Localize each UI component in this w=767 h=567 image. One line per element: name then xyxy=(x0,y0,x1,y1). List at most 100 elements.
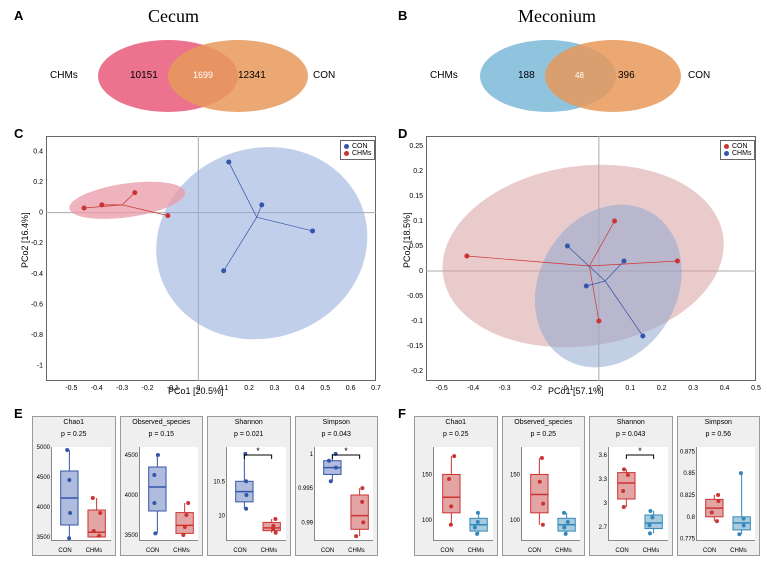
svg-text:150: 150 xyxy=(509,472,520,478)
pcoa-d-svg: -0.5-0.4-0.3-0.2-0.100.10.20.30.40.5-0.2… xyxy=(426,136,756,381)
svg-text:*: * xyxy=(256,446,260,456)
svg-text:0.2: 0.2 xyxy=(244,385,254,392)
svg-text:3.6: 3.6 xyxy=(599,453,608,459)
box-group-label: CON xyxy=(233,548,246,554)
box-group-label: CHMs xyxy=(643,548,660,554)
svg-text:0.5: 0.5 xyxy=(751,385,761,392)
svg-text:-0.2: -0.2 xyxy=(142,385,154,392)
box-pvalue: p = 0.25 xyxy=(33,431,115,438)
svg-text:-0.6: -0.6 xyxy=(31,301,43,308)
panel-a-label: A xyxy=(14,8,23,23)
svg-text:4500: 4500 xyxy=(124,453,138,459)
boxplot: Chao1p = 0.25100150CONCHMs xyxy=(414,416,498,556)
box-group-label: CON xyxy=(146,548,159,554)
svg-text:-0.3: -0.3 xyxy=(499,385,511,392)
svg-text:10: 10 xyxy=(218,514,225,520)
svg-text:0.4: 0.4 xyxy=(33,148,43,155)
svg-text:-0.4: -0.4 xyxy=(467,385,479,392)
boxplot: Shannonp = 0.0211010.5*CONCHMs xyxy=(207,416,291,556)
svg-text:0.3: 0.3 xyxy=(270,385,280,392)
venn-b-right-label: CON xyxy=(688,70,710,81)
box-title: Simpson xyxy=(678,419,760,426)
svg-text:-0.2: -0.2 xyxy=(530,385,542,392)
svg-text:0.4: 0.4 xyxy=(295,385,305,392)
panel-a-title: Cecum xyxy=(148,6,199,27)
pcoa-c-legend: CON CHMs xyxy=(340,140,375,160)
svg-text:5000: 5000 xyxy=(37,445,51,451)
panel-d-label: D xyxy=(398,126,407,141)
svg-text:100: 100 xyxy=(422,518,433,524)
svg-text:0.2: 0.2 xyxy=(413,168,423,175)
venn-a-left-label: CHMs xyxy=(50,70,78,81)
panel-b-title: Meconium xyxy=(518,6,596,27)
boxplots-e: Chao1 p = 0.25 3500 4000 4500 5000 CON CHMs Obse… xyxy=(32,416,378,556)
box-group-label: CHMs xyxy=(261,548,278,554)
svg-text:0: 0 xyxy=(419,268,423,275)
box-group-label: CHMs xyxy=(468,548,485,554)
box-group-label: CON xyxy=(528,548,541,554)
svg-text:0.2: 0.2 xyxy=(33,179,43,186)
legend-label: CHMs xyxy=(352,150,371,157)
boxplot: Chao1p = 0.253500400045005000CONCHMs xyxy=(32,416,116,556)
venn-b-left-count: 188 xyxy=(518,70,535,81)
boxplot: Simpsonp = 0.560.7750.80.8250.850.875CON… xyxy=(677,416,761,556)
boxplot: Observed_speciesp = 0.15350040004500CONC… xyxy=(120,416,204,556)
svg-text:4000: 4000 xyxy=(37,505,51,511)
svg-text:0.25: 0.25 xyxy=(409,143,423,150)
svg-text:-0.15: -0.15 xyxy=(407,343,423,350)
svg-text:-0.1: -0.1 xyxy=(411,318,423,325)
box-group-label: CON xyxy=(703,548,716,554)
box-title: Shannon xyxy=(590,419,672,426)
legend-label: CHMs xyxy=(732,150,751,157)
svg-text:0: 0 xyxy=(39,210,43,217)
svg-text:*: * xyxy=(638,446,642,456)
pcoa-c-ylabel: PCo2 [16.4%] xyxy=(20,212,30,268)
pcoa-c-xlabel: PCo1 [20.5%] xyxy=(168,386,224,396)
svg-text:4000: 4000 xyxy=(124,493,138,499)
svg-text:-1: -1 xyxy=(37,363,43,370)
box-group-label: CHMs xyxy=(730,548,747,554)
pcoa-d-ylabel: PCo2 [18.5%] xyxy=(402,212,412,268)
venn-a-overlap: 1699 xyxy=(193,70,213,80)
svg-text:0.775: 0.775 xyxy=(679,537,695,543)
svg-text:0.995: 0.995 xyxy=(297,486,313,492)
svg-text:0.825: 0.825 xyxy=(679,493,695,499)
svg-text:-0.05: -0.05 xyxy=(407,293,423,300)
svg-text:0.875: 0.875 xyxy=(679,449,695,455)
boxplot: Simpsonp = 0.0430.990.9951*CONCHMs xyxy=(295,416,379,556)
svg-text:3500: 3500 xyxy=(37,535,51,541)
svg-text:-0.5: -0.5 xyxy=(65,385,77,392)
box-title: Simpson xyxy=(296,419,378,426)
svg-text:3500: 3500 xyxy=(124,533,138,539)
svg-text:0.15: 0.15 xyxy=(409,193,423,200)
svg-text:-0.3: -0.3 xyxy=(116,385,128,392)
panel-e-label: E xyxy=(14,406,23,421)
svg-text:-0.2: -0.2 xyxy=(411,368,423,375)
box-pvalue: p = 0.15 xyxy=(121,431,203,438)
figure: A Cecum CHMs 10151 1699 12341 CON B Meco… xyxy=(8,8,759,559)
boxplot: Observed_speciesp = 0.25100150CONCHMs xyxy=(502,416,586,556)
box-group-label: CON xyxy=(440,548,453,554)
legend-label: CON xyxy=(732,143,748,150)
venn-b-left-label: CHMs xyxy=(430,70,458,81)
svg-text:100: 100 xyxy=(509,518,520,524)
svg-text:0.99: 0.99 xyxy=(301,520,313,526)
box-group-label: CON xyxy=(58,548,71,554)
box-title: Chao1 xyxy=(415,419,497,426)
pcoa-d-xlabel: PCo1 [57.1%] xyxy=(548,386,604,396)
box-pvalue: p = 0.043 xyxy=(590,431,672,438)
svg-text:*: * xyxy=(344,446,348,456)
box-title: Chao1 xyxy=(33,419,115,426)
svg-text:0.85: 0.85 xyxy=(683,471,695,477)
svg-text:0.6: 0.6 xyxy=(346,385,356,392)
panel-f-label: F xyxy=(398,406,406,421)
venn-a-right-count: 12341 xyxy=(238,70,266,81)
svg-text:0.5: 0.5 xyxy=(320,385,330,392)
svg-text:0.4: 0.4 xyxy=(720,385,730,392)
box-group-label: CON xyxy=(615,548,628,554)
box-title: Observed_species xyxy=(121,419,203,426)
svg-text:0.3: 0.3 xyxy=(688,385,698,392)
panel-c-label: C xyxy=(14,126,23,141)
legend-label: CON xyxy=(352,143,368,150)
svg-text:-0.8: -0.8 xyxy=(31,332,43,339)
